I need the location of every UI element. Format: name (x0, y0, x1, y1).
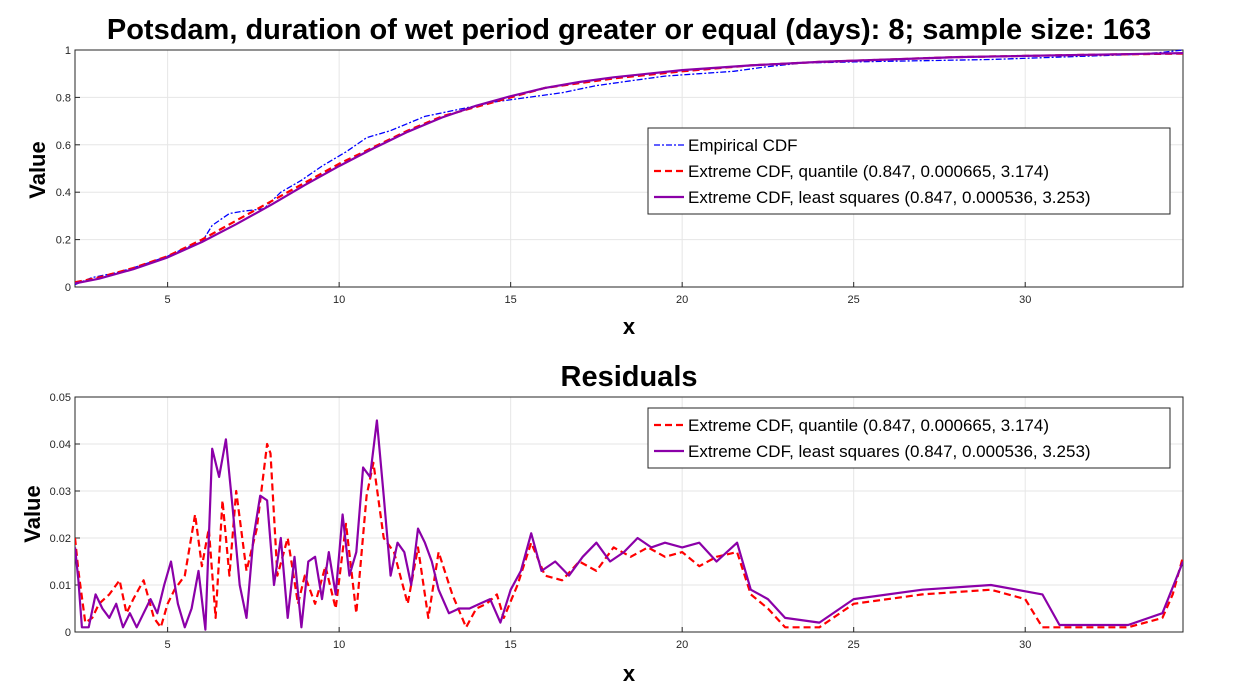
chart2-series-1-line (75, 442, 1183, 629)
chart2-ytick-label: 0.03 (50, 486, 71, 498)
chart1-legend-box (647, 127, 1171, 215)
chart2-ytick-label: 0 (65, 627, 71, 639)
chart2-legend-box (647, 407, 1171, 469)
chart1-legend-label-1: Empirical CDF (688, 136, 798, 155)
chart1-series-2-line (75, 52, 1183, 284)
chart1-ytick-label: 0.4 (56, 187, 71, 199)
chart2-ytick-label: 0.02 (50, 533, 71, 545)
chart2-xtick-label: 15 (505, 639, 517, 651)
chart2-xtick-label: 10 (333, 639, 345, 651)
chart2-xlabel: x (623, 661, 636, 686)
chart1-axes-frame (74, 49, 1184, 288)
chart1-legend-label-3: Extreme CDF, least squares (0.847, 0.000… (688, 188, 1091, 207)
chart2-axes-frame (74, 396, 1184, 633)
chart2-xtick-label: 30 (1019, 639, 1031, 651)
chart1-series-1-line (75, 49, 1183, 286)
chart1-title: Potsdam, duration of wet period greater … (107, 14, 1151, 46)
chart1-xtick-label: 30 (1019, 294, 1031, 306)
chart1-series-3-line (75, 52, 1183, 285)
chart1-legend-label-2: Extreme CDF, quantile (0.847, 0.000665, … (688, 162, 1049, 181)
chart2-ytick-label: 0.05 (50, 392, 71, 404)
chart2-ytick-label: 0.04 (50, 439, 71, 451)
chart1-ytick-label: 0.6 (56, 140, 71, 152)
chart1-ytick-label: 0.8 (56, 92, 71, 104)
chart2-title: Residuals (561, 361, 698, 393)
chart1-xtick-label: 5 (165, 294, 171, 306)
chart1-xtick-label: 15 (505, 294, 517, 306)
chart1-ytick-label: 0.2 (56, 235, 71, 247)
chart2-xtick-label: 20 (676, 639, 688, 651)
chart1-xtick-label: 20 (676, 294, 688, 306)
chart2-legend-label-2: Extreme CDF, least squares (0.847, 0.000… (688, 442, 1091, 461)
chart1-ylabel: Value (25, 141, 50, 198)
chart1-xlabel: x (623, 314, 636, 339)
chart2-xtick-label: 25 (848, 639, 860, 651)
chart1-xtick-label: 10 (333, 294, 345, 306)
chart2-ylabel: Value (20, 485, 45, 542)
chart1-xtick-label: 25 (848, 294, 860, 306)
chart2-series-2-line (75, 419, 1183, 631)
chart1-ytick-label: 0 (65, 282, 71, 294)
chart2-ytick-label: 0.01 (50, 580, 71, 592)
chart2-xtick-label: 5 (165, 639, 171, 651)
chart1-ytick-label: 1 (65, 45, 71, 57)
chart2-legend-label-1: Extreme CDF, quantile (0.847, 0.000665, … (688, 416, 1049, 435)
